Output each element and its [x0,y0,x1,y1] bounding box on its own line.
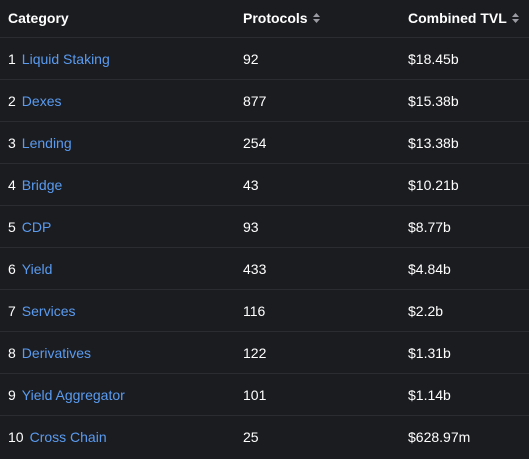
table-row: 9 Yield Aggregator 101 $1.14b [0,374,529,416]
category-cell: 3 Lending [8,122,72,163]
protocols-count: 122 [243,345,267,361]
category-cell: 1 Liquid Staking [8,38,110,79]
rank: 3 [8,135,16,151]
combined-tvl-value: $2.2b [408,303,444,319]
category-link[interactable]: Services [21,303,76,319]
table-row: 10 Cross Chain 25 $628.97m [0,416,529,454]
combined-tvl-value: $15.38b [408,93,459,109]
sort-updown-icon[interactable] [312,13,320,24]
rank: 7 [8,303,16,319]
header-protocols[interactable]: Protocols [243,0,320,37]
category-cell: 7 Services [8,290,75,331]
protocols-count: 93 [243,219,259,235]
category-link[interactable]: Yield [21,261,53,277]
category-cell: 5 CDP [8,206,51,247]
table-row: 6 Yield 433 $4.84b [0,248,529,290]
sort-updown-icon[interactable] [511,13,519,24]
table-row: 4 Bridge 43 $10.21b [0,164,529,206]
combined-tvl-value: $4.84b [408,261,451,277]
category-cell: 8 Derivatives [8,332,91,373]
rank: 1 [8,51,16,67]
combined-tvl-value: $628.97m [408,429,471,445]
rank: 9 [8,387,16,403]
table-row: 2 Dexes 877 $15.38b [0,80,529,122]
category-link[interactable]: CDP [21,219,52,235]
rank: 4 [8,177,16,193]
protocols-count: 101 [243,387,267,403]
table-row: 7 Services 116 $2.2b [0,290,529,332]
category-cell: 10 Cross Chain [8,416,107,457]
table-header: Category Protocols Combined TVL [0,0,529,38]
protocols-count: 43 [243,177,259,193]
combined-tvl-value: $1.14b [408,387,451,403]
category-link[interactable]: Derivatives [21,345,92,361]
protocols-count: 433 [243,261,267,277]
category-link[interactable]: Bridge [21,177,63,193]
table-row: 1 Liquid Staking 92 $18.45b [0,38,529,80]
protocols-count: 116 [243,303,266,319]
category-link[interactable]: Dexes [21,93,62,109]
combined-tvl-value: $18.45b [408,51,459,67]
rank: 5 [8,219,16,235]
protocols-count: 877 [243,93,267,109]
combined-tvl-value: $13.38b [408,135,459,151]
category-cell: 4 Bridge [8,164,62,205]
combined-tvl-value: $1.31b [408,345,451,361]
category-cell: 9 Yield Aggregator [8,374,125,415]
combined-tvl-value: $10.21b [408,177,459,193]
table-row: 5 CDP 93 $8.77b [0,206,529,248]
category-link[interactable]: Liquid Staking [21,51,110,67]
header-category: Category [8,10,69,26]
protocols-count: 25 [243,429,259,445]
category-link[interactable]: Yield Aggregator [21,387,125,403]
table-row: 3 Lending 254 $13.38b [0,122,529,164]
category-cell: 2 Dexes [8,80,61,121]
protocols-count: 92 [243,51,259,67]
category-cell: 6 Yield [8,248,52,289]
rank: 10 [8,429,24,445]
protocols-count: 254 [243,135,267,151]
combined-tvl-value: $8.77b [408,219,451,235]
rank: 6 [8,261,16,277]
header-combined-tvl[interactable]: Combined TVL [408,0,519,37]
category-link[interactable]: Cross Chain [29,429,107,445]
table-row: 8 Derivatives 122 $1.31b [0,332,529,374]
rank: 2 [8,93,16,109]
category-link[interactable]: Lending [21,135,72,151]
rank: 8 [8,345,16,361]
header-combined-tvl-label: Combined TVL [408,10,507,26]
header-protocols-label: Protocols [243,10,308,26]
